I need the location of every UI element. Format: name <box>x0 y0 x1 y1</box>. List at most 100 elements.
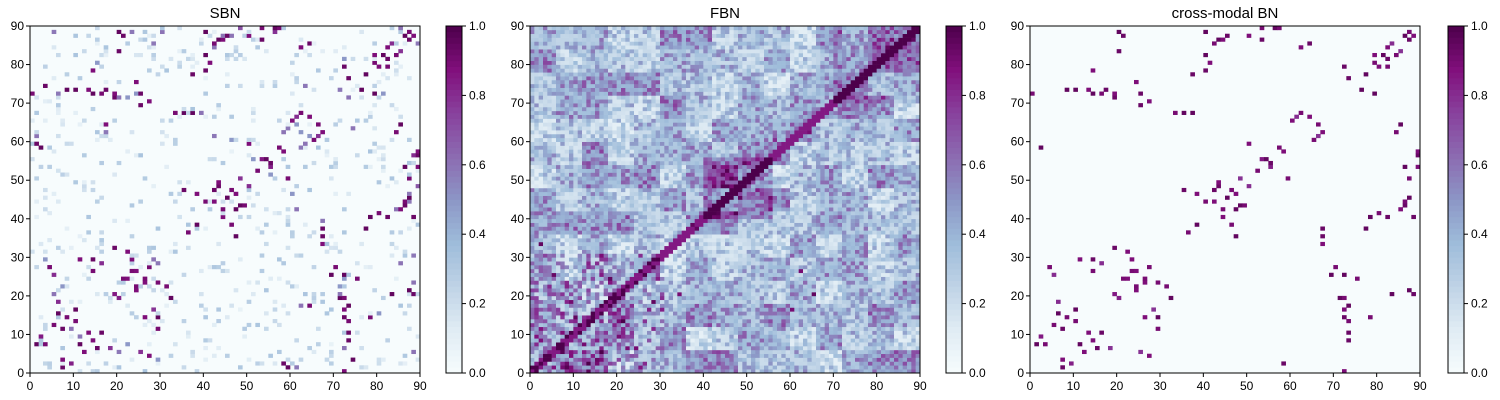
heatmap-cell <box>190 207 195 212</box>
heatmap-cell <box>725 349 730 355</box>
heatmap-cell <box>898 315 903 320</box>
heatmap-cell <box>625 203 630 208</box>
heatmap-cell <box>777 230 782 235</box>
heatmap-cell <box>350 56 356 61</box>
heatmap-cell <box>651 211 656 216</box>
heatmap-cell <box>560 268 565 274</box>
heatmap-cell <box>872 311 877 316</box>
heatmap-cell <box>573 222 578 227</box>
heatmap-cell <box>316 68 321 73</box>
heatmap-cell <box>712 207 717 212</box>
heatmap-cell <box>716 226 721 231</box>
heatmap-cell <box>586 322 591 328</box>
heatmap-cell <box>751 272 756 277</box>
heatmap-cell <box>746 307 752 312</box>
heatmap-cell <box>603 357 609 362</box>
heatmap-cell <box>846 280 851 285</box>
heatmap-cell <box>868 326 873 331</box>
heatmap-cell <box>108 346 113 351</box>
heatmap-cell <box>907 319 912 324</box>
heatmap-cell <box>543 292 548 297</box>
heatmap-cell <box>738 334 743 339</box>
heatmap-cell <box>655 357 661 362</box>
heatmap-cell <box>889 307 895 312</box>
heatmap-cell <box>664 295 669 301</box>
heatmap-cell <box>616 311 622 316</box>
heatmap-cell <box>238 365 243 370</box>
heatmap-cell <box>902 311 908 316</box>
heatmap-cell <box>547 288 552 293</box>
heatmap-cell <box>855 276 860 281</box>
heatmap-cell <box>794 245 799 250</box>
heatmap-cell <box>837 303 843 308</box>
heatmap-cell <box>833 369 838 374</box>
heatmap-cell <box>415 149 421 154</box>
heatmap-cell <box>569 199 574 204</box>
heatmap-cell <box>911 276 916 281</box>
heatmap-cell <box>712 349 717 355</box>
heatmap-cell <box>355 261 360 266</box>
heatmap-cell <box>381 164 386 169</box>
heatmap-cell <box>411 253 416 258</box>
heatmap-cell <box>699 238 704 243</box>
heatmap-cell <box>329 164 334 169</box>
heatmap-cell <box>534 326 539 331</box>
heatmap-cell <box>703 284 708 289</box>
heatmap-cell <box>203 68 208 73</box>
heatmap-cell <box>612 199 617 204</box>
heatmap-cell <box>889 353 895 358</box>
heatmap-cell <box>902 214 908 220</box>
heatmap-cell <box>725 234 730 239</box>
heatmap-cell <box>372 149 377 154</box>
heatmap-cell <box>590 311 596 316</box>
heatmap-cell <box>855 338 860 343</box>
heatmap-cell <box>543 295 548 301</box>
heatmap-cell <box>855 326 860 331</box>
heatmap-cell <box>668 322 674 328</box>
heatmap-cell <box>872 361 877 366</box>
heatmap-cell <box>551 203 557 208</box>
heatmap-cell <box>116 160 122 166</box>
heatmap-cell <box>842 330 847 335</box>
heatmap-cell <box>616 307 622 312</box>
heatmap-cell <box>255 45 260 50</box>
heatmap-cell <box>642 330 648 335</box>
heatmap-cell <box>811 303 817 308</box>
heatmap-cell <box>229 303 234 308</box>
heatmap-cell <box>686 299 691 304</box>
heatmap-cell <box>894 326 899 331</box>
heatmap-cell <box>95 60 100 65</box>
heatmap-cell <box>807 234 812 239</box>
heatmap-cell <box>577 211 583 216</box>
heatmap-cell <box>376 145 382 150</box>
heatmap-cell <box>842 238 847 243</box>
heatmap-cell <box>668 326 674 331</box>
heatmap-cell <box>634 353 639 358</box>
heatmap-cell <box>842 369 847 374</box>
heatmap-cell <box>681 361 687 366</box>
heatmap-cell <box>411 160 416 166</box>
heatmap-cell <box>103 52 109 58</box>
heatmap-cell <box>56 299 61 304</box>
heatmap-cell <box>855 288 860 293</box>
heatmap-cell <box>673 342 678 347</box>
heatmap-cell <box>699 253 704 258</box>
heatmap-cell <box>816 222 821 227</box>
heatmap-cell <box>655 292 661 297</box>
heatmap-cell <box>816 203 821 208</box>
heatmap-cell <box>816 338 821 343</box>
heatmap-cell <box>556 203 561 208</box>
heatmap-cell <box>181 365 187 370</box>
heatmap-cell <box>582 319 587 324</box>
heatmap-cell <box>902 334 908 339</box>
heatmap-cell <box>190 106 195 112</box>
heatmap-cell <box>902 238 908 243</box>
heatmap-cell <box>872 319 877 324</box>
heatmap-cell <box>259 26 265 31</box>
heatmap-cell <box>337 292 343 297</box>
heatmap-cell <box>647 334 652 339</box>
heatmap-cell <box>311 137 317 142</box>
heatmap-cell <box>543 322 548 328</box>
heatmap-cell <box>777 261 782 266</box>
heatmap-cell <box>346 330 351 335</box>
